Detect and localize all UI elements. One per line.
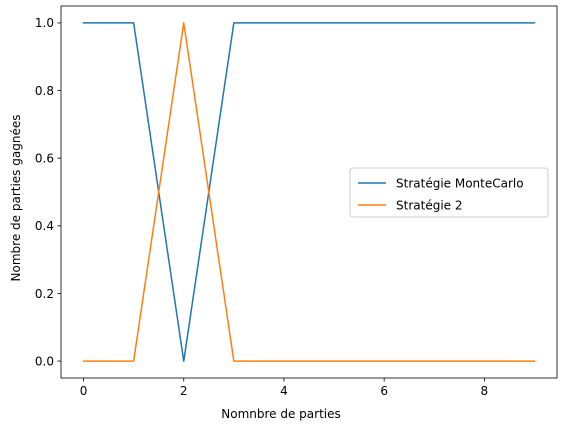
x-tick-label: 6 xyxy=(380,384,388,398)
y-tick-label: 0.6 xyxy=(35,151,54,165)
legend-label-1: Stratégie MonteCarlo xyxy=(396,176,524,190)
series-line-2 xyxy=(82,22,536,362)
plot-area: 0 2 4 6 8 0.0 0.2 0.4 0.6 0.8 1.0 xyxy=(35,5,558,398)
y-tick-label: 0.0 xyxy=(35,354,54,368)
y-axis-label: Nombre de parties gagnées xyxy=(9,115,23,282)
legend-box xyxy=(349,167,549,218)
y-tick-label: 0.2 xyxy=(35,287,54,301)
y-tick-label: 0.8 xyxy=(35,84,54,98)
y-tick-label: 1.0 xyxy=(35,16,54,30)
y-tick-label: 0.4 xyxy=(35,219,54,233)
legend: Stratégie MonteCarlo Stratégie 2 xyxy=(349,167,549,218)
x-axis-label: Nomnbre de parties xyxy=(221,407,341,421)
x-tick-label: 2 xyxy=(180,384,188,398)
x-tick-label: 4 xyxy=(280,384,288,398)
axes-frame xyxy=(60,5,558,379)
x-tick-label: 8 xyxy=(481,384,489,398)
x-tick-label: 0 xyxy=(80,384,88,398)
legend-label-2: Stratégie 2 xyxy=(396,198,462,212)
